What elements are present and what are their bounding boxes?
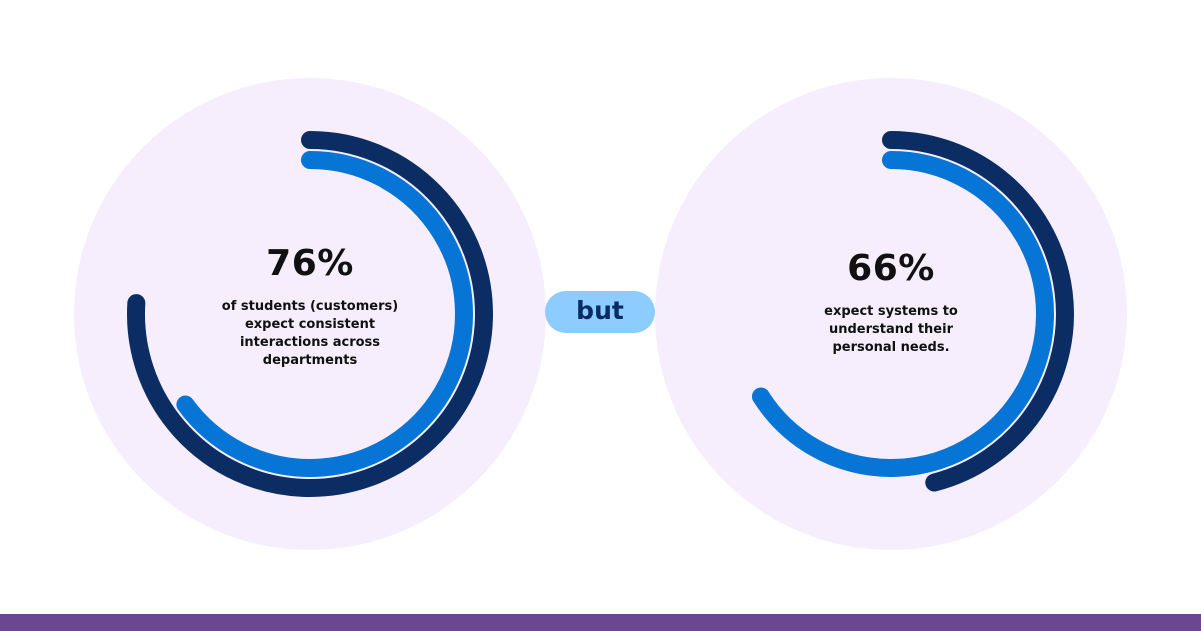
stat-value-right: 66% xyxy=(847,248,935,289)
stat-card-students-consistency: 76% of students (customers) expect consi… xyxy=(74,78,546,550)
stat-text-right: 66% expect systems to understand their p… xyxy=(655,249,1127,357)
stat-value-left: 76% xyxy=(266,243,354,284)
connector-badge: but xyxy=(545,291,655,333)
radial-chart-left xyxy=(74,78,546,550)
inner-ring-arc-right xyxy=(751,151,1054,477)
stat-caption-left: of students (customers) expect consisten… xyxy=(221,299,399,368)
outer-ring-arc-left xyxy=(127,131,493,497)
stat-text-left: 76% of students (customers) expect consi… xyxy=(74,244,546,370)
outer-ring-arc-right xyxy=(882,131,1074,492)
inner-ring-arc-left xyxy=(176,151,473,477)
stat-caption-right: expect systems to understand their perso… xyxy=(824,304,958,355)
footer-bar xyxy=(0,614,1201,631)
stat-card-personal-needs: 66% expect systems to understand their p… xyxy=(655,78,1127,550)
radial-chart-right xyxy=(655,78,1127,550)
